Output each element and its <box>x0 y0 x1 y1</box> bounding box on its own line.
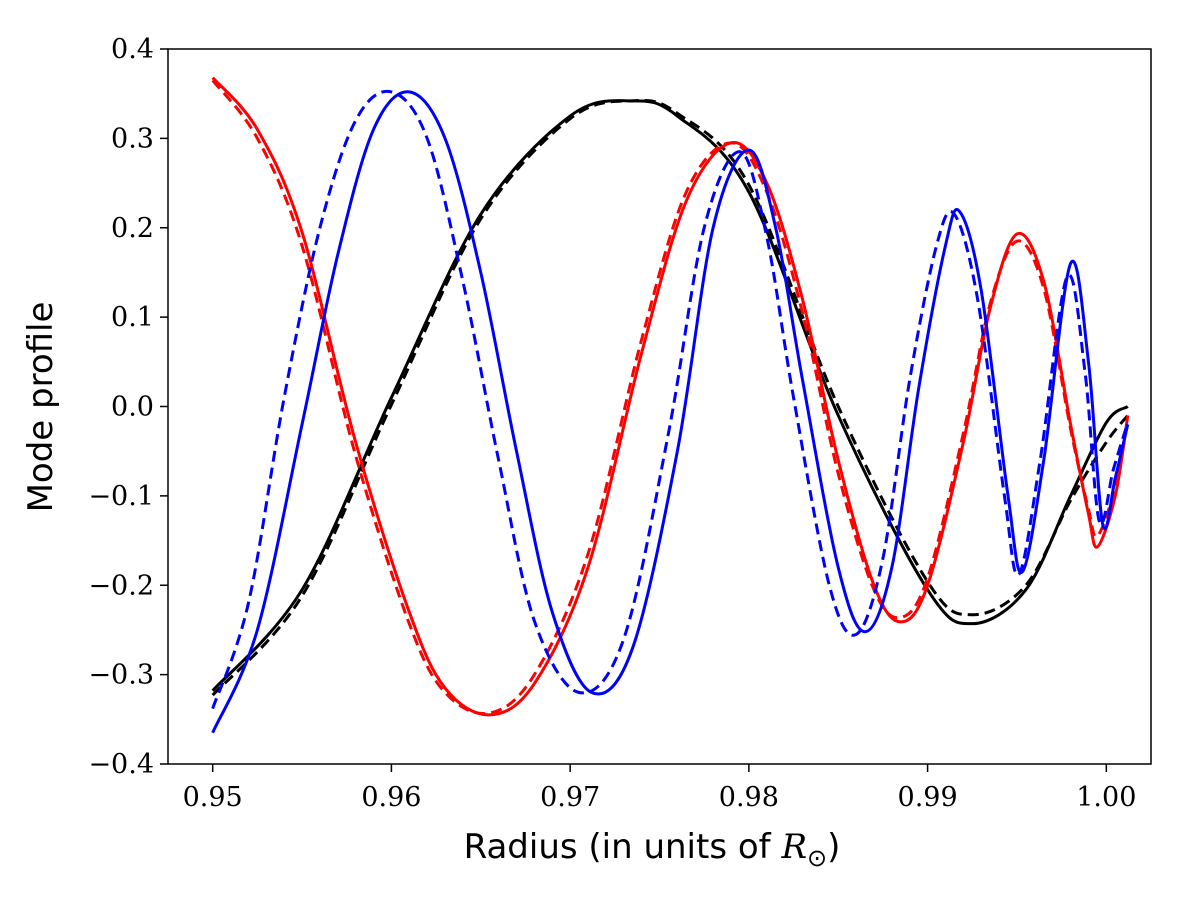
x-ticks: 0.95 0.96 0.97 0.98 0.99 1.00 <box>183 764 1136 813</box>
y-tick-label: −0.3 <box>88 660 154 691</box>
y-axis-label: Mode profile <box>21 302 61 513</box>
y-tick-label: −0.2 <box>88 570 154 601</box>
x-axis-label-symbol: R <box>780 827 807 867</box>
x-axis-label-text: Radius (in units of <box>464 827 782 867</box>
y-tick-label: 0.3 <box>111 123 154 154</box>
series-group <box>211 76 1130 734</box>
x-tick-label: 0.98 <box>719 782 779 813</box>
y-tick-label: 0.2 <box>111 213 154 244</box>
x-tick-label: 0.96 <box>361 782 421 813</box>
x-tick-label: 1.00 <box>1076 782 1136 813</box>
y-ticks: −0.4 −0.3 −0.2 −0.1 0.0 0.1 0.2 0.3 0.4 <box>88 34 168 780</box>
x-axis-label-subscript: ⊙ <box>807 844 827 872</box>
y-tick-label: 0.1 <box>111 302 154 333</box>
series-line-5 <box>211 90 1130 734</box>
y-tick-label: 0.4 <box>111 34 154 65</box>
x-tick-label: 0.97 <box>540 782 600 813</box>
x-tick-label: 0.99 <box>898 782 958 813</box>
y-tick-label: −0.1 <box>88 481 154 512</box>
x-axis-label-close: ) <box>827 827 840 867</box>
x-tick-label: 0.95 <box>183 782 243 813</box>
series-line-6 <box>211 89 1130 710</box>
y-tick-label: −0.4 <box>88 749 154 780</box>
x-axis-label: Radius (in units of R⊙) <box>464 827 841 872</box>
y-tick-label: 0.0 <box>111 392 154 423</box>
series-line-4 <box>211 79 1130 716</box>
